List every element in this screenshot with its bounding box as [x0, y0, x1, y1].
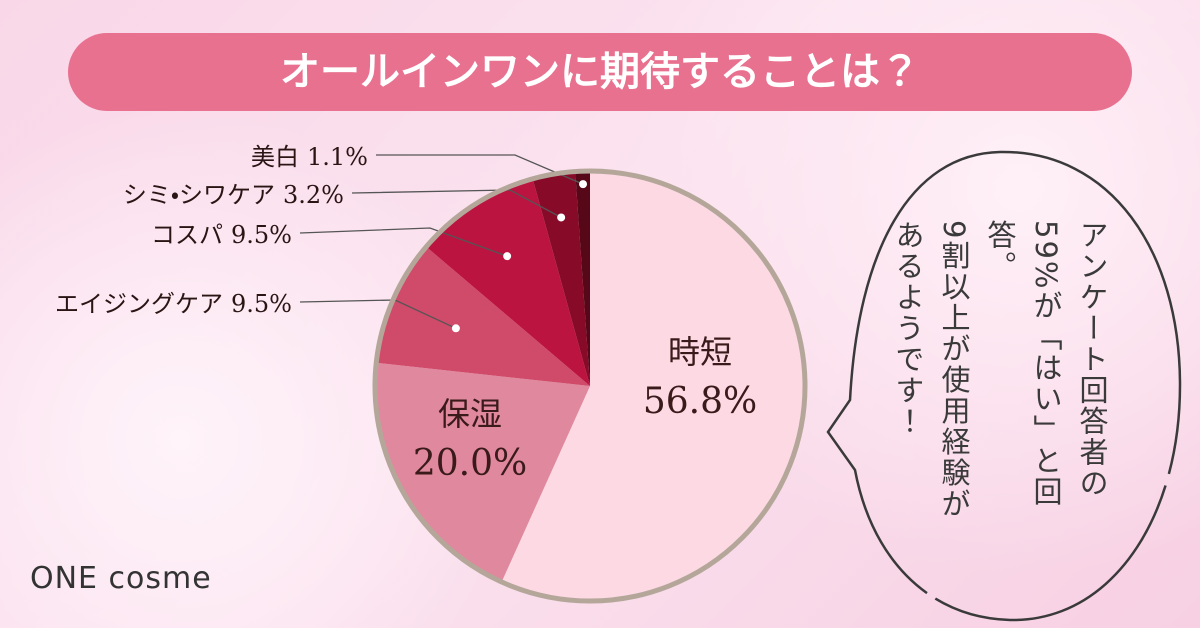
leader-dot: [503, 252, 512, 261]
pie-slice: [378, 248, 590, 386]
value-label: 3.2%: [283, 181, 344, 209]
pie-slice: [575, 173, 590, 386]
value-label: 9.5%: [231, 290, 292, 318]
callout-line: 59%が「はい」と回答。: [983, 220, 1063, 508]
category-label: 美白: [251, 143, 299, 171]
leader-line: [299, 227, 508, 257]
category-label: エイジングケア: [55, 290, 223, 318]
speech-bubble: [826, 150, 1182, 622]
brand-logo: ONE cosme: [30, 561, 212, 596]
value-label: 9.5%: [231, 221, 292, 249]
leader-dot: [579, 180, 588, 189]
category-label: シミ・シワケア: [123, 181, 275, 209]
outer-label: エイジングケア 9.5%: [55, 290, 292, 318]
title-banner: [68, 33, 1132, 111]
chart-title: オールインワンに期待することは？: [280, 49, 920, 95]
leader-line: [351, 189, 562, 219]
leader-dot: [557, 213, 566, 222]
pie-slice: [377, 362, 590, 581]
outer-label: 美白 1.1%: [251, 143, 368, 171]
leader-dot: [451, 324, 460, 333]
pie-slice: [427, 180, 590, 386]
value-label: 1.1%: [307, 143, 368, 171]
outer-label: シミ・シワケア 3.2%: [123, 181, 344, 209]
pie-slice: [502, 173, 803, 599]
outer-label: コスパ 9.5%: [151, 221, 292, 249]
value-label: 20.0%: [413, 443, 527, 484]
callout: アンケート回答者の 59%が「はい」と回答。 9割以上が使用経験が あるようです…: [891, 220, 1115, 540]
category-label: コスパ: [151, 221, 223, 249]
value-label: 56.8%: [643, 381, 757, 422]
slice-label: 保湿: [438, 395, 502, 433]
slice-label: 時短: [668, 333, 732, 371]
callout-line: あるようです！: [891, 220, 925, 437]
callout-line: アンケート回答者の: [1075, 220, 1109, 499]
pie-slice: [533, 173, 590, 386]
pie-border: [372, 168, 808, 604]
callout-line: 9割以上が使用経験が: [937, 220, 971, 520]
